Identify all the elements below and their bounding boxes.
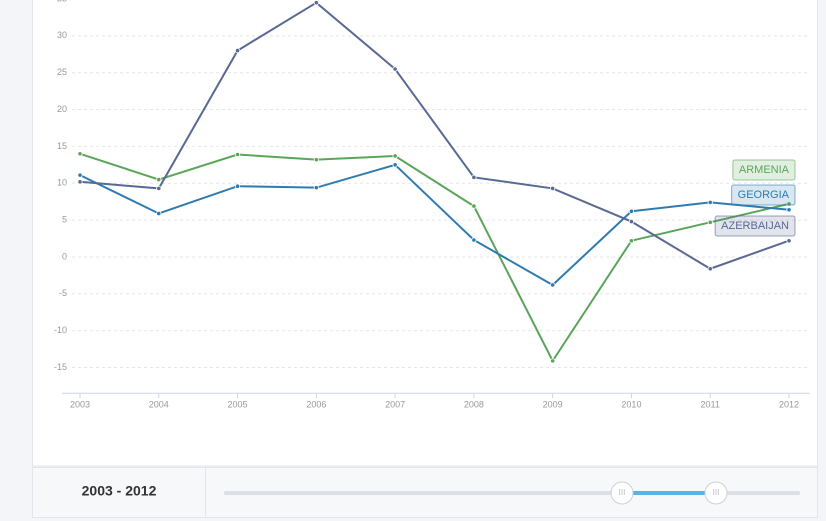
y-tick-label: -10 (54, 325, 67, 335)
data-point (156, 176, 162, 183)
data-point (550, 185, 556, 192)
data-point (707, 219, 713, 225)
data-point (471, 174, 477, 180)
data-point (313, 0, 319, 6)
y-tick-label: 15 (57, 141, 67, 151)
slider-handle[interactable]: III (610, 481, 634, 505)
data-point (628, 238, 635, 244)
data-point (786, 207, 792, 213)
data-point (471, 237, 477, 243)
legend-tag (731, 184, 796, 206)
y-tick-label: -15 (54, 362, 67, 372)
data-point (550, 358, 556, 364)
legend-item: GEORGIA (731, 184, 796, 206)
y-tick-label: -5 (59, 288, 67, 298)
slider-handle[interactable]: III (704, 481, 728, 505)
data-point (786, 238, 792, 244)
data-point (550, 282, 556, 288)
series-line (79, 163, 790, 287)
data-point (77, 172, 83, 178)
x-tick-label: 2006 (306, 400, 326, 410)
legend-label: ARMENIA (739, 164, 790, 176)
x-tick-label: 2005 (228, 400, 248, 410)
y-tick-label: 0 (62, 251, 67, 261)
chart-panel (32, 0, 818, 467)
x-tick-label: 2004 (149, 400, 169, 410)
data-point (392, 162, 398, 168)
data-point (707, 199, 713, 206)
x-tick-label: 2007 (385, 400, 405, 410)
data-point (313, 185, 319, 191)
x-tick-label: 2003 (70, 400, 90, 410)
legend-item: ARMENIA (732, 159, 796, 181)
svg-text:III: III (713, 488, 720, 497)
data-point (156, 185, 162, 192)
x-tick-label: 2012 (779, 400, 799, 410)
legend-label: AZERBAIJAN (721, 220, 789, 232)
y-tick-label: 25 (57, 67, 67, 77)
data-point (707, 266, 713, 272)
y-tick-label: 5 (62, 214, 67, 224)
data-point (234, 183, 241, 189)
data-point (471, 203, 477, 209)
data-point (313, 157, 319, 163)
data-point (234, 151, 241, 158)
series-line (79, 1, 790, 270)
series-line (79, 152, 790, 363)
legend-label: GEORGIA (738, 189, 790, 201)
svg-text:III: III (619, 488, 626, 497)
data-point (628, 218, 635, 225)
range-label: 2003 - 2012 (82, 483, 157, 499)
data-point (77, 179, 83, 185)
x-tick-label: 2011 (701, 400, 720, 410)
x-tick-label: 2009 (543, 400, 563, 410)
y-tick-label: 10 (57, 178, 67, 188)
data-point (77, 151, 83, 157)
legend-item: AZERBAIJAN (714, 215, 796, 237)
x-tick-label: 2010 (621, 400, 641, 410)
data-point (156, 210, 162, 217)
y-tick-label: 35 (57, 0, 67, 3)
x-tick-label: 2008 (464, 400, 484, 410)
legend-tag (732, 159, 796, 181)
data-point (234, 47, 241, 54)
y-tick-label: 20 (57, 104, 67, 114)
data-point (392, 66, 398, 72)
data-point (392, 153, 398, 159)
y-tick-label: 30 (57, 30, 67, 40)
data-point (628, 208, 635, 214)
legend-tag (714, 215, 796, 237)
